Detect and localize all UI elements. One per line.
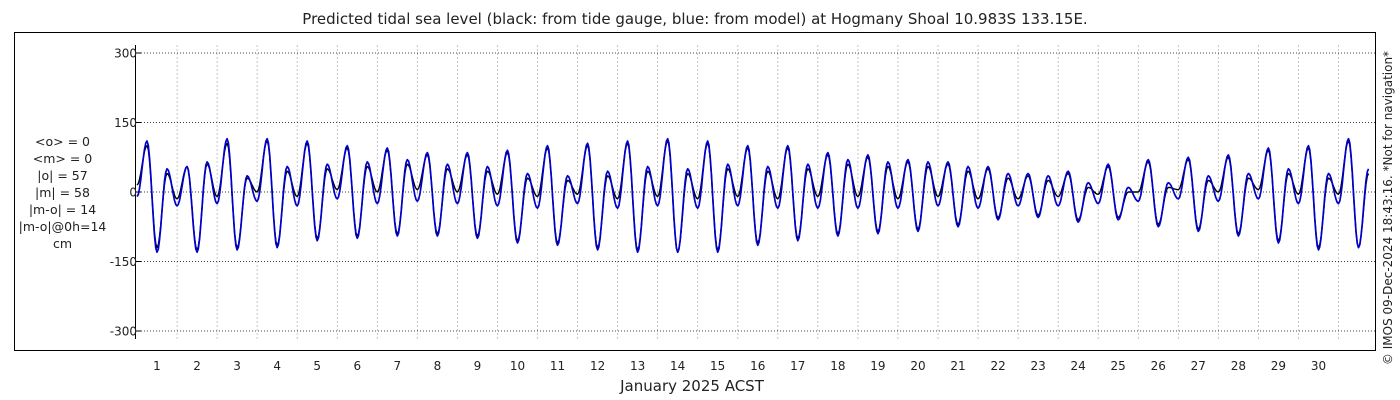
x-tick-label: 26 (1151, 359, 1166, 373)
stat-mean-observed: <o> = 0 (35, 134, 90, 149)
x-tick-label: 27 (1191, 359, 1206, 373)
stat-mean-model: <m> = 0 (32, 151, 93, 166)
x-tick-label: 21 (950, 359, 965, 373)
x-tick-label: 22 (990, 359, 1005, 373)
x-tick-label: 25 (1111, 359, 1126, 373)
stat-abs-model: |m| = 58 (35, 185, 90, 200)
chart-title: Predicted tidal sea level (black: from t… (302, 10, 1088, 28)
x-tick-label: 30 (1311, 359, 1326, 373)
x-tick-label: 9 (474, 359, 482, 373)
x-tick-label: 16 (750, 359, 765, 373)
x-tick-label: 8 (434, 359, 442, 373)
x-tick-label: 4 (273, 359, 281, 373)
x-tick-label: 24 (1071, 359, 1086, 373)
x-tick-label: 11 (550, 359, 565, 373)
y-tick-label: 150 (114, 116, 137, 130)
y-tick-label: -150 (110, 255, 137, 269)
series-layer (136, 137, 1370, 254)
x-tick-label: 3 (233, 359, 241, 373)
stat-abs-difference: |m-o| = 14 (28, 202, 97, 217)
x-tick-label: 28 (1231, 359, 1246, 373)
x-tick-label: 2 (193, 359, 201, 373)
x-tick-label: 29 (1271, 359, 1286, 373)
x-tick-label: 10 (510, 359, 525, 373)
y-tick-label: 300 (114, 47, 137, 61)
plot-frame (14, 32, 1376, 351)
x-tick-label: 1 (153, 359, 161, 373)
x-tick-label: 7 (393, 359, 401, 373)
x-tick-label: 19 (870, 359, 885, 373)
x-tick-label: 13 (630, 359, 645, 373)
stat-unit: cm (52, 236, 73, 251)
axis-layer (135, 45, 141, 339)
stat-abs-observed: |o| = 57 (37, 168, 88, 183)
x-tick-label: 6 (353, 359, 361, 373)
y-tick-label: -300 (110, 325, 137, 339)
statistics-panel: <o> = 0 <m> = 0 |o| = 57 |m| = 58 |m-o| … (15, 133, 110, 252)
x-tick-label: 14 (670, 359, 685, 373)
x-tick-label: 15 (710, 359, 725, 373)
x-tick-label: 12 (590, 359, 605, 373)
series-line-model (136, 137, 1370, 254)
x-tick-label: 20 (910, 359, 925, 373)
y-tick-label: 0 (129, 186, 137, 200)
x-tick-label: 23 (1030, 359, 1045, 373)
x-tick-label: 18 (830, 359, 845, 373)
x-tick-label: 5 (313, 359, 321, 373)
stat-abs-difference-0h: |m-o|@0h=14 (18, 219, 107, 234)
grid-layer (135, 45, 1375, 339)
x-axis-label: January 2025 ACST (619, 377, 765, 395)
x-tick-label: 17 (790, 359, 805, 373)
